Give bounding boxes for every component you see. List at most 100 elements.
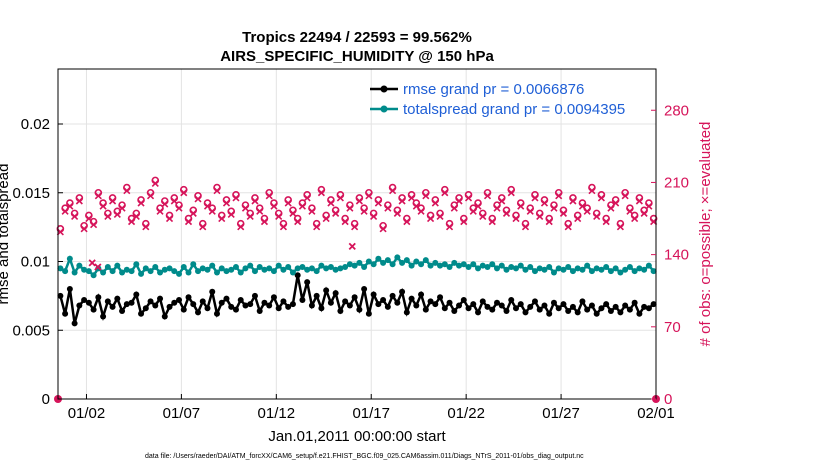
rmse-point bbox=[280, 298, 287, 305]
y-tick-label-left: 0.015 bbox=[12, 185, 50, 202]
spread-point bbox=[304, 266, 311, 273]
obs-evaluated-marker bbox=[479, 212, 487, 221]
obs-evaluated-marker bbox=[460, 218, 468, 226]
spread-point bbox=[57, 265, 64, 272]
spread-point bbox=[527, 264, 534, 270]
x-tick-label: 02/01 bbox=[637, 405, 675, 422]
rmse-point bbox=[180, 306, 187, 313]
obs-evaluated-marker bbox=[322, 214, 330, 223]
rmse-point bbox=[147, 298, 154, 305]
obs-evaluated-marker bbox=[132, 212, 140, 221]
obs-evaluated-marker bbox=[360, 207, 368, 215]
rmse-point bbox=[152, 302, 159, 309]
rmse-point bbox=[190, 301, 197, 308]
obs-evaluated-marker bbox=[279, 223, 288, 231]
rmse-point bbox=[465, 305, 472, 312]
obs-evaluated-marker bbox=[99, 202, 107, 210]
rmse-point bbox=[119, 308, 126, 314]
rmse-point bbox=[62, 310, 69, 317]
obs-evaluated-marker bbox=[256, 207, 264, 215]
plot-frame bbox=[57, 68, 657, 400]
chart-title: Tropics 22494 / 22593 = 99.562% bbox=[242, 29, 472, 46]
rmse-point bbox=[261, 299, 268, 306]
spread-point bbox=[332, 266, 339, 273]
spread-point bbox=[294, 265, 301, 272]
rmse-point bbox=[304, 279, 311, 286]
spread-point bbox=[588, 268, 595, 275]
spread-point bbox=[190, 261, 197, 268]
spread-point bbox=[308, 265, 315, 272]
spread-point bbox=[157, 269, 164, 276]
rmse-point bbox=[57, 292, 64, 299]
spread-point bbox=[598, 266, 605, 273]
rmse-point bbox=[631, 299, 638, 306]
rmse-point bbox=[285, 303, 292, 310]
spread-point bbox=[617, 269, 624, 276]
obs-evaluated-marker bbox=[593, 212, 601, 221]
rmse-point bbox=[142, 305, 149, 312]
spread-point bbox=[204, 266, 211, 273]
spread-point bbox=[109, 268, 116, 275]
y-tick-label-left: 0 bbox=[42, 391, 50, 408]
rmse-point bbox=[342, 298, 349, 305]
legend-label-spread: totalspread grand pr = 0.0094395 bbox=[403, 101, 625, 118]
spread-point bbox=[451, 259, 458, 266]
obs-evaluated-marker bbox=[365, 192, 373, 200]
rmse-point bbox=[223, 295, 230, 302]
obs-evaluated-marker bbox=[351, 223, 359, 231]
spread-point bbox=[560, 266, 567, 273]
spread-point bbox=[555, 265, 562, 272]
obs-evaluated-marker bbox=[422, 192, 430, 200]
rmse-point bbox=[408, 295, 415, 302]
rmse-point bbox=[138, 310, 145, 317]
x-tick-label: 01/27 bbox=[542, 405, 580, 422]
obs-evaluated-marker bbox=[270, 202, 278, 210]
rmse-point bbox=[422, 306, 429, 313]
spread-point bbox=[223, 268, 230, 275]
spread-point bbox=[289, 269, 296, 276]
obs-evaluated-marker bbox=[450, 204, 458, 212]
rmse-point bbox=[161, 313, 168, 320]
obs-evaluated-marker bbox=[612, 199, 620, 207]
spread-point bbox=[384, 257, 391, 264]
rmse-point bbox=[323, 287, 330, 294]
obs-evaluated-marker bbox=[241, 204, 250, 212]
spread-point bbox=[546, 264, 553, 270]
spread-point bbox=[641, 266, 648, 273]
rmse-point bbox=[318, 305, 325, 312]
rmse-point bbox=[375, 301, 382, 308]
obs-evaluated-marker bbox=[564, 223, 572, 231]
spread-point bbox=[323, 265, 330, 272]
rmse-point bbox=[247, 301, 254, 308]
rmse-point bbox=[346, 302, 353, 309]
rmse-point bbox=[593, 310, 600, 317]
spread-point bbox=[166, 265, 173, 272]
obs-evaluated-marker bbox=[165, 214, 174, 223]
spread-point bbox=[195, 268, 202, 275]
spread-point bbox=[228, 266, 235, 273]
obs-evaluated-marker bbox=[66, 202, 74, 210]
obs-evaluated-marker bbox=[142, 223, 150, 231]
obs-evaluated-marker bbox=[408, 194, 416, 202]
obs-evaluated-marker bbox=[512, 214, 520, 223]
rmse-point bbox=[370, 291, 377, 298]
rmse-point bbox=[427, 298, 434, 305]
chart-subtitle: AIRS_SPECIFIC_HUMIDITY @ 150 hPa bbox=[220, 48, 494, 65]
rmse-point bbox=[598, 305, 605, 312]
y-axis-label-right: # of obs: o=possible; ×=evaluated bbox=[697, 122, 714, 347]
obs-evaluated-marker bbox=[317, 189, 325, 197]
obs-evaluated-marker bbox=[631, 214, 639, 223]
obs-evaluated-marker bbox=[483, 192, 492, 200]
spread-point bbox=[403, 257, 410, 264]
data-file-footer: data file: /Users/raeder/DAI/ATM_forcXX/… bbox=[145, 453, 584, 460]
rmse-point bbox=[527, 303, 534, 310]
obs-evaluated-marker bbox=[184, 218, 193, 226]
rmse-point bbox=[299, 297, 306, 303]
spread-point bbox=[365, 258, 372, 265]
obs-evaluated-marker bbox=[94, 263, 102, 271]
spread-point bbox=[346, 261, 353, 268]
rmse-point bbox=[399, 288, 406, 295]
rmse-point bbox=[185, 294, 192, 301]
obs-evaluated-marker bbox=[398, 197, 406, 205]
obs-evaluated-marker bbox=[379, 225, 387, 233]
